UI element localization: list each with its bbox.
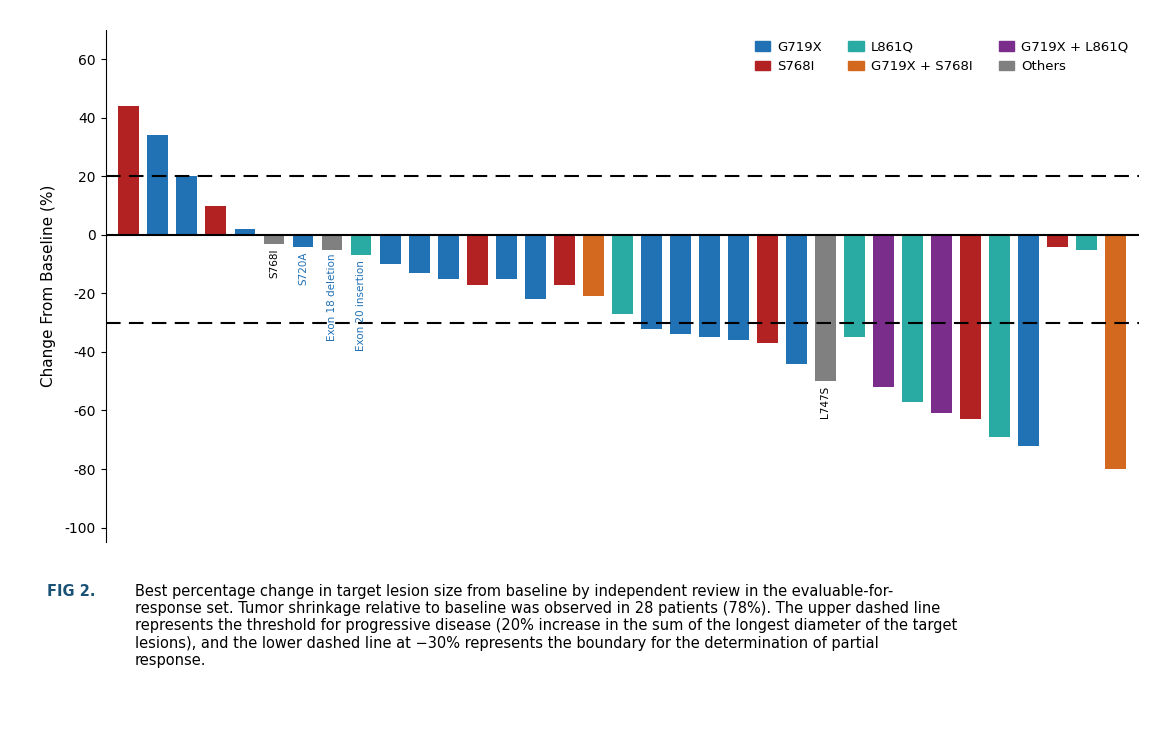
Text: L747S: L747S [821, 386, 830, 418]
Bar [1105, 235, 1126, 469]
Bar [960, 235, 981, 419]
Text: FIG 2.: FIG 2. [47, 584, 95, 599]
Bar [785, 235, 807, 364]
Bar [119, 106, 140, 235]
Bar [379, 235, 400, 264]
Bar [728, 235, 749, 340]
Y-axis label: Change From Baseline (%): Change From Baseline (%) [41, 185, 56, 387]
Bar [263, 235, 284, 244]
Bar [902, 235, 923, 401]
Bar [612, 235, 633, 314]
Bar [1047, 235, 1068, 247]
Bar [205, 206, 227, 235]
Bar [1077, 235, 1097, 249]
Text: S768I: S768I [269, 248, 279, 278]
Bar [409, 235, 430, 273]
Bar [844, 235, 865, 337]
Bar [582, 235, 603, 297]
Bar [467, 235, 487, 285]
Bar [554, 235, 574, 285]
Text: Exon 20 insertion: Exon 20 insertion [356, 260, 366, 351]
Bar [1018, 235, 1039, 446]
Text: Best percentage change in target lesion size from baseline by independent review: Best percentage change in target lesion … [135, 584, 957, 668]
Bar [495, 235, 517, 279]
Bar [148, 136, 168, 235]
Bar [873, 235, 893, 387]
Text: S720A: S720A [298, 251, 308, 285]
Bar [322, 235, 343, 249]
Bar [815, 235, 836, 381]
Bar [292, 235, 313, 247]
Bar [351, 235, 371, 255]
Legend: G719X, S768I, L861Q, G719X + S768I, G719X + L861Q, Others: G719X, S768I, L861Q, G719X + S768I, G719… [750, 37, 1132, 78]
Bar [989, 235, 1010, 437]
Bar [525, 235, 546, 299]
Text: Exon 18 deletion: Exon 18 deletion [328, 254, 337, 341]
Bar [670, 235, 690, 334]
Bar [641, 235, 662, 328]
Bar [235, 229, 256, 235]
Bar [176, 176, 197, 235]
Bar [757, 235, 777, 343]
Bar [699, 235, 720, 337]
Bar [931, 235, 952, 413]
Bar [438, 235, 459, 279]
